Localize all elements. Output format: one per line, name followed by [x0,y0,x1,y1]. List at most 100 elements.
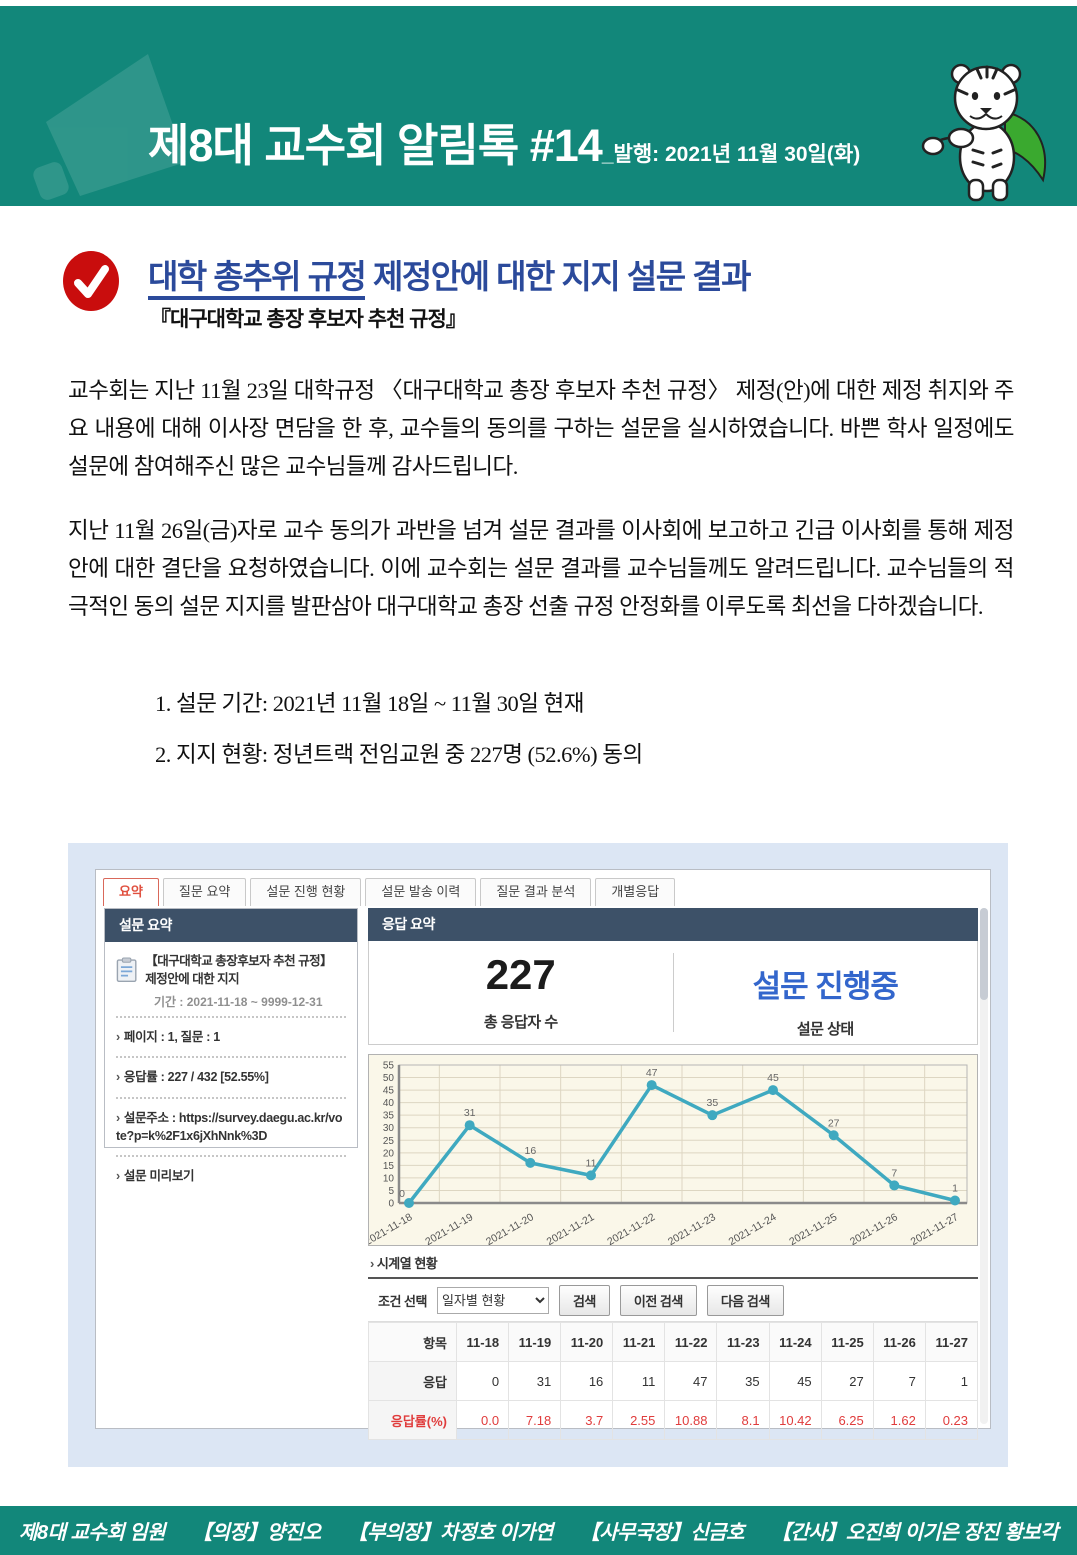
clipboard-icon [116,957,137,983]
table-cell: 11-18 [455,1322,510,1362]
tab-0[interactable]: 요약 [103,878,159,906]
survey-period: 기간 : 2021-11-18 ~ 9999-12-31 [154,995,323,1010]
megaphone-icon [33,54,186,200]
page-title: 대학 총추위 규정 제정안에 대한 지지 설문 결과 [148,250,752,300]
timeseries-table-area: 조건 선택 일자별 현황 검색 이전 검색 다음 검색 항목 11-18 11-19… [368,1277,979,1440]
dotted-divider [116,1016,346,1019]
svg-text:40: 40 [383,1098,395,1109]
survey-status-stat: 설문 진행중 설문 상태 [674,941,978,1044]
table-cell: 11-20 [560,1322,614,1362]
page-title-rest: 제정안에 대한 지지 설문 결과 [365,258,752,295]
summary-item-response-rate: › 응답률 : 227 / 432 [52.55%] [116,1064,346,1090]
dotted-divider [116,1056,346,1059]
tab-2[interactable]: 설문 진행 현황 [250,878,362,906]
svg-text:50: 50 [383,1073,395,1084]
table-cell: 27 [820,1361,874,1401]
svg-text:2021-11-20: 2021-11-20 [484,1211,536,1245]
survey-item: 【대구대학교 총장후보자 추천 규정】 제정안에 대한 지지 [116,952,346,988]
table-cell: 11-23 [716,1322,770,1362]
table-cell: 11-19 [508,1322,562,1362]
list-item-period: 1. 설문 기간: 2021년 11월 18일 ~ 11월 30일 현재 [155,691,584,716]
table-cell: 1.62 [872,1400,926,1440]
svg-text:27: 27 [828,1117,840,1129]
screenshot-panel: 요약 질문 요약 설문 진행 현황 설문 발송 이력 질문 결과 분석 개별응답 설문 요… [68,843,1008,1467]
timeseries-table: 항목 11-18 11-19 11-20 11-21 11-22 11-23 11-24 11-… [368,1322,979,1440]
table-cell: 7.18 [508,1400,562,1440]
table-cell: 11-22 [664,1322,718,1362]
banner: 제8대 교수회 알림톡 #14_발행: 2021년 11월 30일(화) [0,6,1077,206]
survey-status-value: 설문 진행중 [752,969,899,1004]
tab-4[interactable]: 질문 결과 분석 [480,878,592,906]
summary-item-pages-text: 페이지 : 1, 질문 : 1 [123,1030,220,1045]
table-row-label: 항목 [368,1322,457,1362]
paragraph-2: 지난 11월 26일(금)자로 교수 동의가 과반을 넘겨 설문 결과를 이사회… [68,518,1015,619]
scrollbar[interactable] [980,908,988,1424]
table-cell: 45 [768,1361,822,1401]
survey-ui-window: 요약 질문 요약 설문 진행 현황 설문 발송 이력 질문 결과 분석 개별응답 설문 요… [95,869,991,1440]
line-chart-svg: 0510152025303540455055031161147354527712… [369,1061,968,1245]
svg-text:1: 1 [952,1182,958,1194]
svg-text:7: 7 [891,1167,897,1179]
svg-text:2021-11-19: 2021-11-19 [423,1211,475,1245]
table-cell: 10.42 [768,1400,822,1440]
svg-text:16: 16 [524,1145,536,1157]
svg-text:2021-11-18: 2021-11-18 [369,1211,415,1245]
tab-1[interactable]: 질문 요약 [162,878,247,906]
tiger-mascot [921,63,1046,202]
tab-bar: 요약 질문 요약 설문 진행 현황 설문 발송 이력 질문 결과 분석 개별응답 [103,878,676,906]
table-cell: 1 [924,1361,979,1401]
arrow-icon: › [370,1256,374,1271]
survey-summary-header: 설문 요약 [105,909,357,942]
dotted-divider [116,1096,346,1099]
svg-text:2021-11-24: 2021-11-24 [727,1211,779,1245]
arrow-icon: › [116,1168,120,1183]
survey-summary-body: 【대구대학교 총장후보자 추천 규정】 제정안에 대한 지지 기간 : 2021… [105,942,357,1197]
table-cell: 11-27 [924,1322,979,1362]
survey-item-title: 【대구대학교 총장후보자 추천 규정】 제정안에 대한 지지 [145,954,333,987]
svg-text:45: 45 [383,1086,395,1097]
svg-text:10: 10 [383,1173,395,1184]
response-summary-header: 응답 요약 [368,908,978,941]
table-row-label: 응답 [368,1361,457,1401]
table-cell: 6.25 [820,1400,874,1440]
summary-item-preview[interactable]: › 설문 미리보기 [116,1163,346,1189]
summary-item-survey-url-text[interactable]: 설문주소 : https://survey.daegu.ac.kr/vote?p… [116,1110,343,1143]
table-row-label: 응답률(%) [368,1400,457,1440]
survey-info-list: 1. 설문 기간: 2021년 11월 18일 ~ 11월 30일 현재 2. … [155,686,643,788]
banner-issue-info: _발행: 2021년 11월 30일(화) [601,143,861,166]
stats-row: 227 총 응답자 수 설문 진행중 설문 상태 [368,941,978,1045]
svg-text:2021-11-27: 2021-11-27 [909,1211,961,1245]
next-search-button[interactable]: 다음 검색 [706,1284,784,1316]
survey-status-label: 설문 상태 [796,1021,854,1038]
svg-text:47: 47 [646,1067,658,1079]
svg-text:20: 20 [383,1148,395,1159]
list-item-status: 2. 지지 현황: 정년트랙 전임교원 중 227명 (52.6%) 동의 [155,742,643,767]
paragraph-1: 교수회는 지난 11월 23일 대학규정 〈대구대학교 총장 후보자 추천 규정… [68,378,1015,479]
search-button[interactable]: 검색 [558,1284,610,1316]
tab-5[interactable]: 개별응답 [595,878,676,906]
table-cell: 0 [455,1361,510,1401]
timeseries-section-label-text: 시계열 현황 [376,1256,438,1271]
total-respondents-value: 227 [485,951,556,998]
summary-item-survey-url[interactable]: › 설문주소 : https://survey.daegu.ac.kr/vote?… [116,1105,346,1149]
scrollbar-thumb[interactable] [980,908,988,1000]
table-cell: 3.7 [560,1400,614,1440]
svg-text:2021-11-22: 2021-11-22 [605,1211,657,1245]
prev-search-button[interactable]: 이전 검색 [619,1284,697,1316]
svg-text:15: 15 [383,1161,395,1172]
svg-text:30: 30 [383,1123,395,1134]
svg-text:0: 0 [399,1188,405,1200]
table-cell: 10.88 [664,1400,718,1440]
tab-3[interactable]: 설문 발송 이력 [365,878,477,906]
condition-select[interactable]: 일자별 현황 [436,1286,549,1314]
table-cell: 16 [560,1361,614,1401]
svg-text:45: 45 [767,1072,779,1084]
condition-row: 조건 선택 일자별 현황 검색 이전 검색 다음 검색 [368,1279,978,1322]
table-cell: 8.1 [716,1400,770,1440]
response-summary-panel: 응답 요약 227 총 응답자 수 설문 진행중 설문 상태 0 5 10 15 20 2… [368,908,979,1440]
footer-officers-title: 제8대 교수회 임원 [19,1522,166,1544]
table-cell: 0.23 [924,1400,979,1440]
summary-item-preview-text[interactable]: 설문 미리보기 [123,1168,195,1183]
timeseries-chart: 0 5 10 15 20 25 30 35 40 45 50 55 0 31 16 11 47 35 45 27 7 1 2… [368,1054,978,1246]
